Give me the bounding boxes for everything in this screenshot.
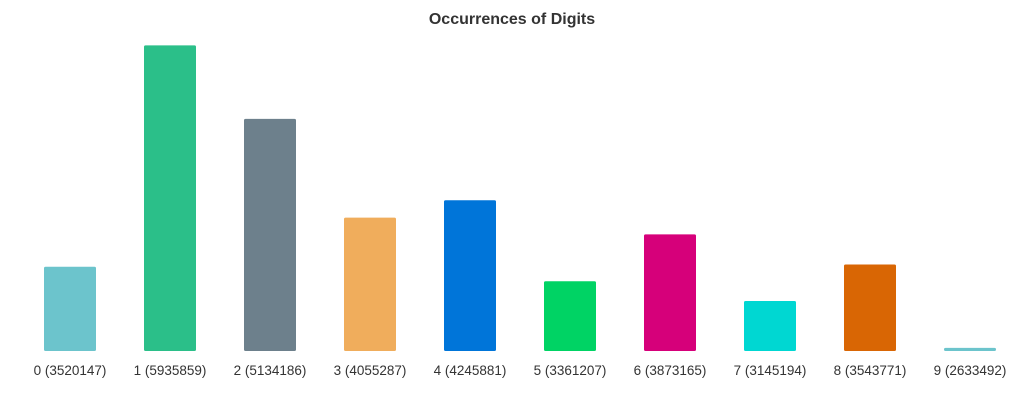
chart-title: Occurrences of Digits	[428, 11, 596, 28]
bar-digit-6	[644, 234, 696, 351]
tick-labels-layer: 0 (3520147) 1 (5935859) 2 (5134186) 3 (4055…	[34, 363, 1007, 378]
bar-digit-1	[144, 45, 196, 352]
tick-label-digit-9: 9 (2633492)	[934, 363, 1007, 378]
tick-label-digit-4: 4 (4245881)	[434, 363, 507, 378]
bar-digit-4	[444, 200, 496, 351]
bars-layer	[44, 45, 996, 352]
tick-label-digit-3: 3 (4055287)	[334, 363, 407, 378]
bar-digit-5	[544, 281, 596, 351]
bar-digit-0	[44, 266, 96, 351]
tick-label-digit-1: 1 (5935859)	[134, 363, 207, 378]
tick-label-digit-2: 2 (5134186)	[234, 363, 307, 378]
tick-label-digit-8: 8 (3543771)	[834, 363, 907, 378]
tick-label-digit-6: 6 (3873165)	[634, 363, 707, 378]
bar-digit-8	[844, 264, 896, 351]
tick-label-digit-0: 0 (3520147)	[34, 363, 107, 378]
tick-label-digit-7: 7 (3145194)	[734, 363, 807, 378]
tick-label-digit-5: 5 (3361207)	[534, 363, 607, 378]
bar-digit-2	[244, 118, 296, 351]
bar-digit-9	[944, 347, 996, 351]
bar-digit-3	[344, 217, 396, 351]
bar-digit-7	[744, 301, 796, 351]
